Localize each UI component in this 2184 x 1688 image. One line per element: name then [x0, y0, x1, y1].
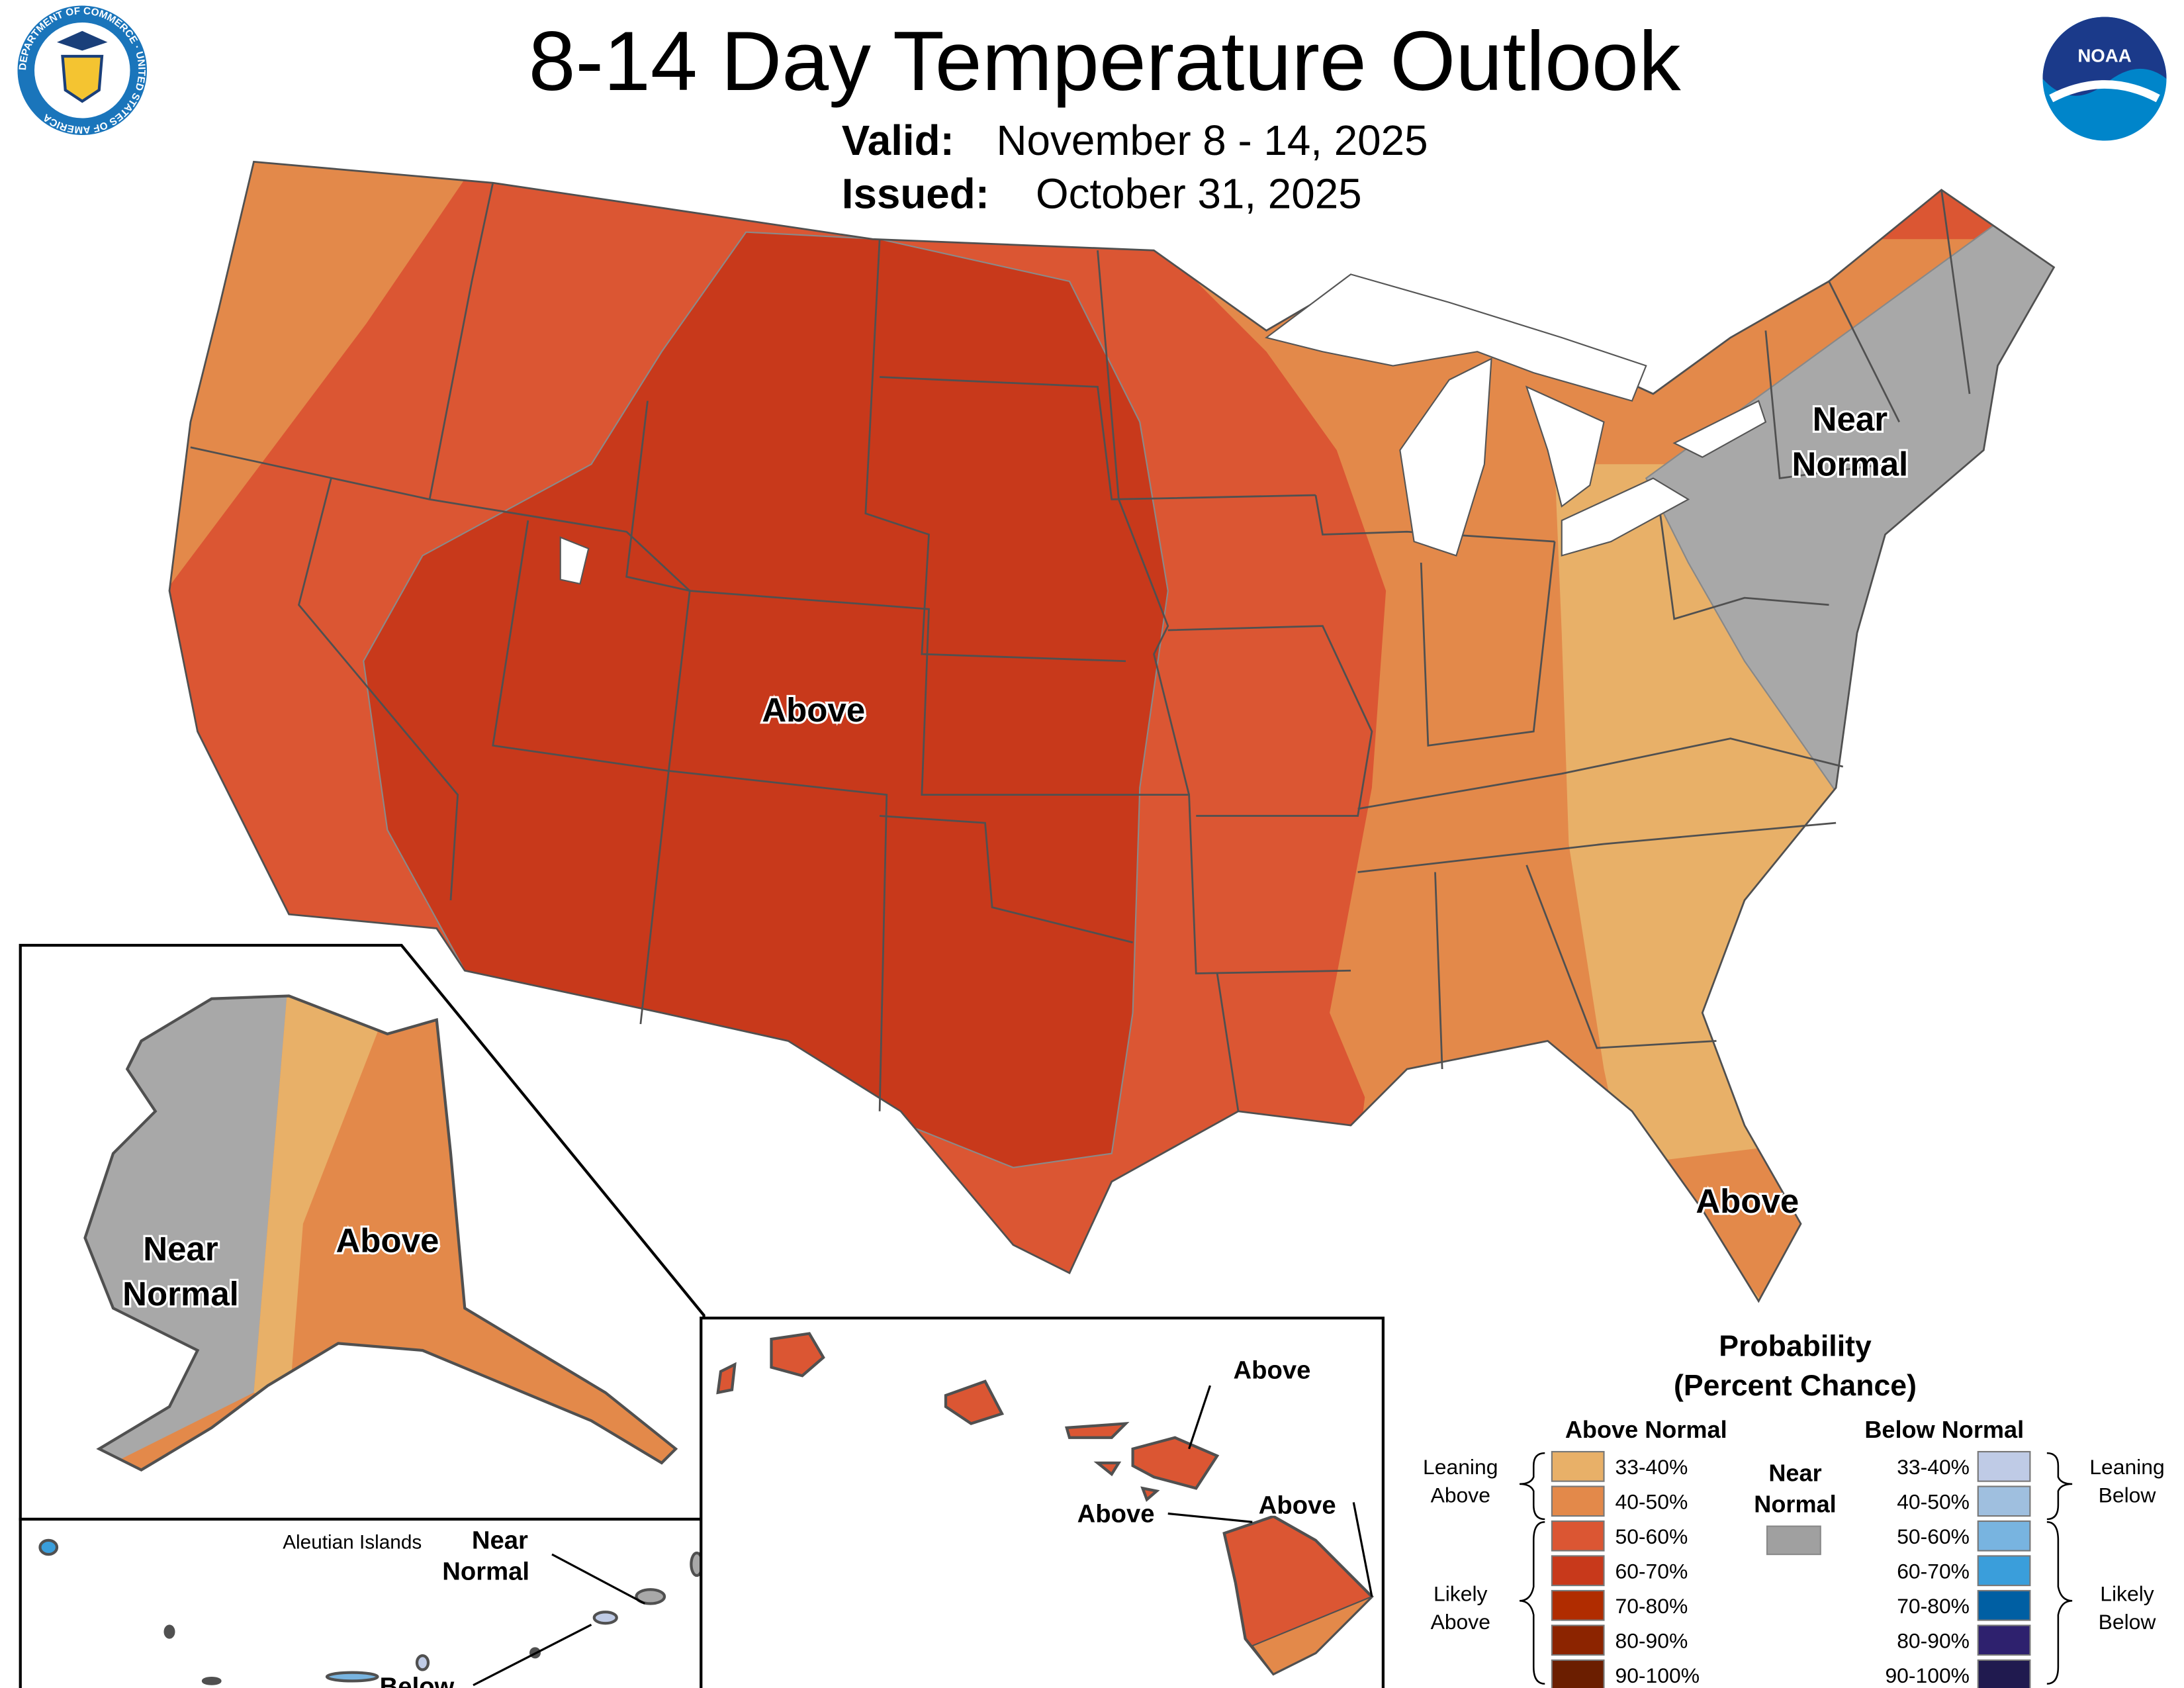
florida-above-label: Above — [1696, 1182, 1799, 1220]
page-title: 8-14 Day Temperature Outlook — [529, 15, 1681, 109]
hawaii-inset: Above Above Above — [700, 1317, 1385, 1688]
leaning-above-1: Leaning — [1423, 1455, 1498, 1479]
legend-swatch-above-5 — [1551, 1624, 1605, 1656]
legend-range-below-2: 50-60% — [1897, 1524, 1970, 1548]
alaska-above-label: Above — [336, 1221, 439, 1259]
legend-range-above-3: 60-70% — [1615, 1559, 1688, 1583]
zone-above-40-50-florida — [1660, 1146, 1815, 1301]
legend-above-header: Above Normal — [1565, 1416, 1727, 1443]
hawaii-above-label-big-island: Above — [1259, 1491, 1336, 1520]
commerce-seal-logo: DEPARTMENT OF COMMERCE · UNITED STATES O… — [17, 5, 147, 135]
legend-range-below-1: 40-50% — [1897, 1489, 1970, 1513]
alaska-near-label-1: Near — [143, 1230, 218, 1268]
leaning-below-2: Below — [2099, 1483, 2157, 1507]
legend-range-above-0: 33-40% — [1615, 1455, 1688, 1479]
likely-below-2: Below — [2099, 1610, 2157, 1634]
legend-swatch-above-3 — [1551, 1555, 1605, 1587]
legend-range-above-6: 90-100% — [1615, 1664, 1700, 1687]
noaa-logo: NOAA — [2042, 17, 2167, 141]
legend-range-below-5: 80-90% — [1897, 1628, 1970, 1652]
hawaii-above-label-maui: Above — [1234, 1356, 1311, 1385]
valid-label: Valid: — [842, 117, 954, 164]
likely-above-2: Above — [1431, 1610, 1490, 1634]
aleutian-inset: Aleutian Islands Near Normal Below — [19, 1517, 705, 1688]
legend-range-below-4: 70-80% — [1897, 1594, 1970, 1618]
legend-swatch-above-1 — [1551, 1485, 1605, 1517]
legend-swatch-below-3 — [1977, 1555, 2031, 1587]
great-lakes — [559, 273, 1767, 585]
legend: Probability (Percent Chance) Above Norma… — [1423, 1331, 2165, 1688]
likely-above-1: Likely — [1433, 1581, 1488, 1605]
issued-date: October 31, 2025 — [1036, 170, 1362, 218]
legend-range-above-2: 50-60% — [1615, 1524, 1688, 1548]
legend-near-swatch — [1766, 1525, 1821, 1556]
aleutian-islands — [38, 1538, 704, 1685]
legend-range-above-4: 70-80% — [1615, 1594, 1688, 1618]
legend-below-header: Below Normal — [1864, 1416, 2024, 1443]
alaska-near-label-2: Normal — [122, 1275, 239, 1313]
northeast-near-label-1: Near — [1813, 400, 1888, 438]
leaning-above-2: Above — [1431, 1483, 1490, 1507]
noaa-logo-text: NOAA — [2077, 46, 2131, 66]
aleutian-near-label-2: Normal — [442, 1557, 529, 1585]
legend-braces — [1519, 1452, 2073, 1685]
aleutian-title: Aleutian Islands — [283, 1532, 422, 1554]
legend-swatch-above-2 — [1551, 1520, 1605, 1552]
hawaii-above-label-kahoolawe: Above — [1077, 1499, 1155, 1528]
legend-range-below-0: 33-40% — [1897, 1455, 1970, 1479]
aleutian-near-label-1: Near — [472, 1526, 528, 1555]
issued-label: Issued: — [842, 170, 989, 218]
legend-range-below-6: 90-100% — [1885, 1664, 1970, 1687]
legend-swatch-below-1 — [1977, 1485, 2031, 1517]
legend-swatch-above-6 — [1551, 1659, 1605, 1688]
legend-swatch-below-6 — [1977, 1659, 2031, 1688]
state-borders — [190, 182, 1971, 1111]
legend-range-above-1: 40-50% — [1615, 1489, 1688, 1513]
valid-dates: November 8 - 14, 2025 — [997, 117, 1428, 164]
legend-swatch-below-5 — [1977, 1624, 2031, 1656]
legend-swatch-above-4 — [1551, 1589, 1605, 1621]
legend-range-below-3: 60-70% — [1897, 1559, 1970, 1583]
conus-above-label: Above — [762, 691, 865, 729]
legend-near-2: Normal — [1754, 1490, 1836, 1517]
legend-title-1: Probability — [1719, 1331, 1872, 1363]
legend-swatch-below-0 — [1977, 1450, 2031, 1482]
legend-swatch-below-2 — [1977, 1520, 2031, 1552]
aleutian-below-label: Below — [380, 1673, 455, 1688]
legend-swatch-above-0 — [1551, 1450, 1605, 1482]
leaning-below-1: Leaning — [2089, 1455, 2164, 1479]
alaska-outline — [83, 994, 678, 1472]
alaska-inset: Near Normal Above — [19, 943, 705, 1521]
legend-title-2: (Percent Chance) — [1674, 1370, 1917, 1402]
northeast-near-label-2: Normal — [1792, 445, 1909, 483]
likely-below-1: Likely — [2100, 1581, 2154, 1605]
legend-near-1: Near — [1768, 1460, 1821, 1487]
legend-swatch-below-4 — [1977, 1589, 2031, 1621]
legend-range-above-5: 80-90% — [1615, 1628, 1688, 1652]
